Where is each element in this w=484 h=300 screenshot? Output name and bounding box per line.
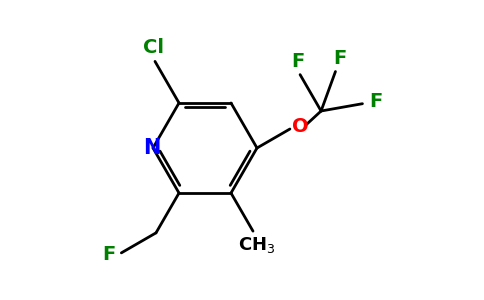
Text: F: F — [103, 245, 116, 264]
Text: Cl: Cl — [142, 38, 164, 57]
Text: N: N — [143, 138, 161, 158]
Text: F: F — [333, 49, 346, 68]
Text: O: O — [291, 118, 308, 136]
Text: CH$_3$: CH$_3$ — [238, 235, 276, 255]
Text: F: F — [369, 92, 382, 111]
Text: F: F — [291, 52, 305, 71]
